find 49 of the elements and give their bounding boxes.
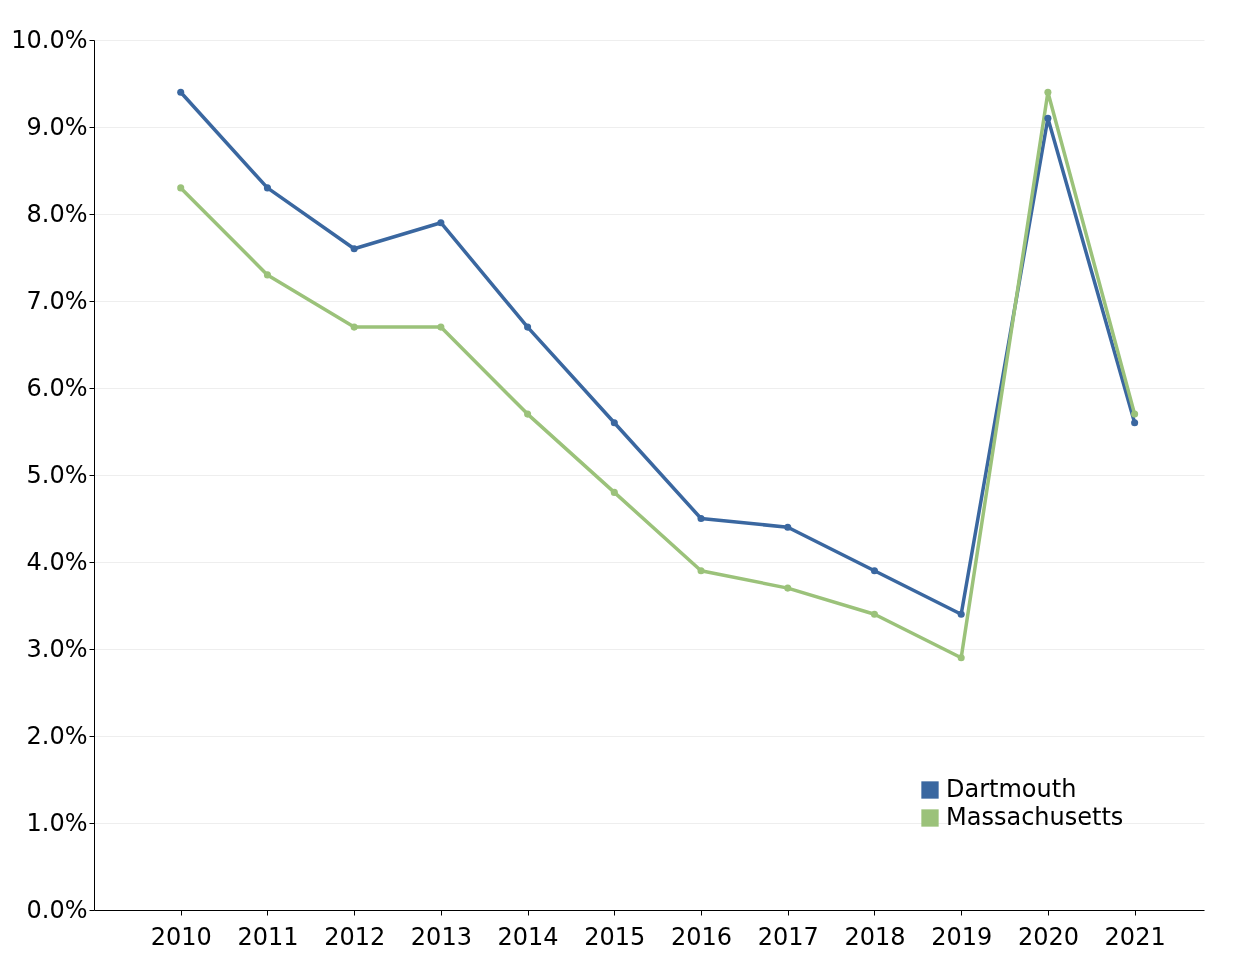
x-tick-label: 2016 [670,922,733,951]
point [610,419,618,427]
x-tick-label: 2018 [844,922,906,951]
point [263,184,271,192]
point [784,523,792,531]
x-tick-label: 2013 [410,922,472,951]
point [350,245,358,253]
x-tick-label: 2015 [584,922,646,951]
legend-label: Massachusetts [946,803,1124,831]
point [177,88,185,96]
y-tick-label: 3.0% [26,634,88,663]
x-tick-label: 2017 [757,922,819,951]
point [524,323,532,331]
point [263,271,271,279]
x-tick-label: 2011 [237,922,299,951]
point [524,410,532,418]
point [1131,410,1139,418]
y-tick-label: 1.0% [26,808,88,837]
x-tick-label: 2014 [497,922,559,951]
point [697,514,705,523]
x-tick-label: 2010 [150,922,212,951]
y-tick-label: 4.0% [26,547,88,576]
x-tick-label: 2021 [1104,922,1166,951]
point [1044,114,1052,122]
legend-label: Dartmouth [946,775,1077,803]
y-tick-label: 7.0% [26,286,88,315]
y-tick-label: 5.0% [26,460,88,489]
y-tick-label: 9.0% [26,112,88,141]
point [957,654,965,662]
point [870,610,878,618]
point [437,323,445,331]
point [350,323,358,331]
y-tick-label: 0.0% [26,895,88,924]
point [177,184,185,192]
y-tick-label: 2.0% [26,721,88,750]
point [610,488,618,496]
point [697,567,705,575]
point [870,567,878,575]
x-tick-label: 2012 [324,922,386,951]
y-tick-label: 8.0% [26,199,88,228]
y-tick-label: 6.0% [26,373,88,402]
point [437,219,445,227]
y-tick-label: 10.0% [11,25,88,54]
point [784,584,792,592]
point [1044,88,1052,96]
x-tick-label: 2019 [931,922,993,951]
point [957,610,965,618]
point [1131,419,1139,427]
x-tick-label: 2020 [1017,922,1079,951]
